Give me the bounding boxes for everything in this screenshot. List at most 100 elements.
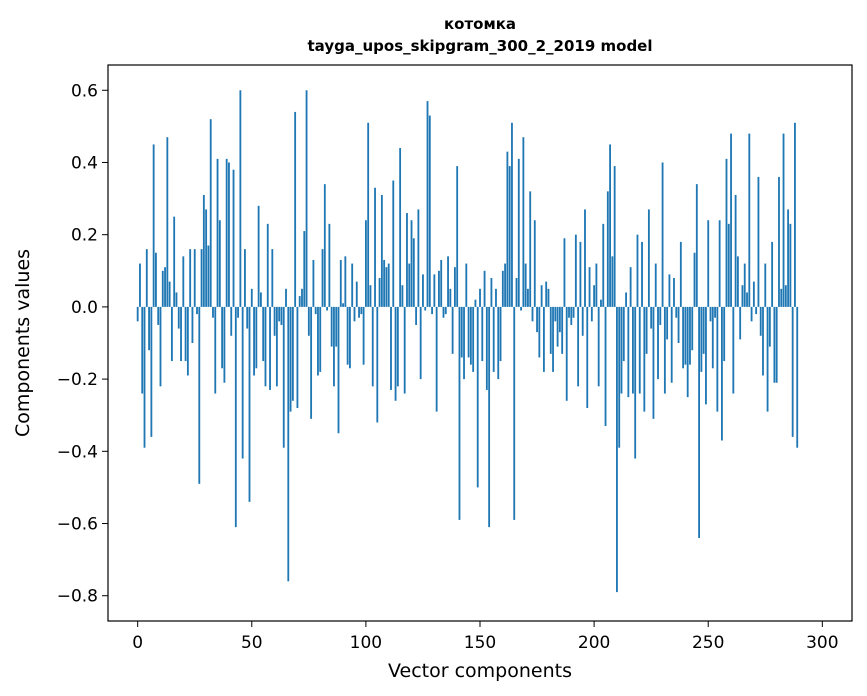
bar bbox=[490, 278, 493, 307]
bar bbox=[670, 306, 673, 383]
bar bbox=[634, 306, 637, 459]
bar bbox=[752, 281, 755, 307]
bar bbox=[750, 306, 753, 322]
bar bbox=[616, 306, 618, 593]
bar bbox=[139, 263, 141, 307]
bar bbox=[766, 306, 769, 412]
bar bbox=[504, 263, 507, 307]
bar bbox=[319, 306, 322, 372]
bar bbox=[558, 306, 561, 333]
bar bbox=[597, 306, 600, 387]
y-tick-label: 0.4 bbox=[71, 153, 98, 173]
bar bbox=[248, 306, 251, 502]
bar bbox=[705, 306, 707, 405]
bar bbox=[479, 288, 481, 307]
bar bbox=[679, 241, 682, 307]
bar bbox=[355, 281, 358, 307]
bar bbox=[207, 245, 210, 307]
bar bbox=[390, 306, 392, 390]
bar bbox=[759, 306, 762, 336]
bar bbox=[501, 270, 504, 307]
bar bbox=[554, 306, 557, 322]
bar bbox=[794, 122, 796, 307]
bar bbox=[508, 166, 511, 307]
bar bbox=[191, 306, 194, 343]
bar bbox=[198, 306, 201, 484]
bar bbox=[155, 252, 157, 307]
bar bbox=[148, 306, 150, 351]
bar bbox=[659, 306, 662, 325]
chart-title-line1: котомка bbox=[444, 15, 516, 33]
bar bbox=[285, 288, 287, 307]
bar bbox=[593, 285, 596, 307]
bar bbox=[449, 288, 452, 307]
bar bbox=[481, 306, 484, 362]
bar bbox=[298, 296, 301, 307]
bar bbox=[700, 306, 703, 372]
bar bbox=[314, 306, 317, 315]
bar bbox=[718, 220, 721, 307]
bar bbox=[294, 111, 297, 307]
bar bbox=[275, 306, 278, 387]
bar bbox=[451, 306, 454, 354]
bar bbox=[586, 306, 589, 408]
bar bbox=[732, 306, 735, 394]
bar bbox=[221, 306, 224, 369]
bar bbox=[232, 169, 235, 307]
bar bbox=[460, 306, 463, 358]
bar bbox=[383, 259, 386, 307]
bar bbox=[588, 267, 591, 307]
bar bbox=[652, 306, 655, 419]
chart-title-line2: tayga_upos_skipgram_300_2_2019 model bbox=[308, 37, 653, 55]
plot-frame bbox=[107, 64, 853, 622]
bar bbox=[453, 267, 456, 307]
bar bbox=[595, 263, 598, 307]
bar bbox=[328, 223, 331, 307]
bar bbox=[175, 292, 178, 307]
bar bbox=[376, 306, 379, 423]
bar bbox=[682, 306, 685, 369]
bar bbox=[216, 158, 219, 307]
bar bbox=[666, 306, 669, 340]
bar bbox=[517, 158, 520, 307]
bar bbox=[654, 263, 657, 307]
bar bbox=[527, 288, 529, 307]
bar bbox=[506, 151, 509, 307]
bar bbox=[488, 306, 491, 528]
bar bbox=[746, 292, 748, 307]
bar bbox=[773, 306, 776, 383]
bar bbox=[629, 267, 632, 307]
bar bbox=[702, 306, 705, 354]
bar bbox=[369, 285, 372, 307]
x-axis-ticks: 0 50 100 150 200 250 300 bbox=[132, 621, 839, 653]
bar bbox=[433, 274, 436, 307]
bar bbox=[716, 306, 719, 412]
bar bbox=[438, 270, 440, 307]
bar bbox=[657, 306, 659, 380]
bar bbox=[707, 220, 710, 307]
bar bbox=[638, 306, 641, 394]
bar bbox=[677, 306, 680, 343]
bar bbox=[257, 205, 260, 307]
bar bbox=[714, 306, 716, 318]
bar bbox=[399, 148, 402, 307]
bar bbox=[305, 90, 308, 307]
bar bbox=[408, 263, 411, 307]
bar bbox=[289, 306, 292, 412]
bar bbox=[675, 306, 678, 318]
bar bbox=[189, 249, 192, 307]
bar bbox=[780, 288, 783, 307]
bar bbox=[271, 249, 274, 307]
bar bbox=[465, 263, 468, 307]
bar bbox=[787, 209, 790, 307]
bar bbox=[266, 223, 269, 307]
bar bbox=[141, 306, 144, 394]
bar bbox=[273, 306, 276, 336]
bar bbox=[312, 259, 315, 307]
bar bbox=[698, 306, 701, 538]
bar bbox=[474, 299, 477, 307]
bar bbox=[173, 216, 176, 307]
bar bbox=[529, 191, 532, 307]
bar bbox=[574, 234, 577, 307]
bar bbox=[643, 306, 646, 412]
